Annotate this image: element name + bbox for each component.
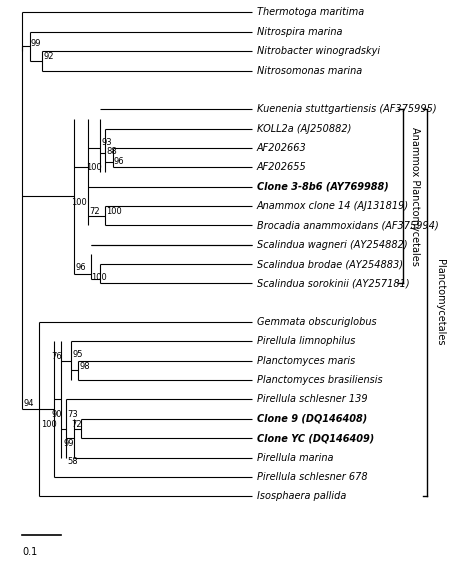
Text: AF202655: AF202655 <box>256 162 306 172</box>
Text: 73: 73 <box>67 411 78 420</box>
Text: 0.1: 0.1 <box>22 546 37 557</box>
Text: 72: 72 <box>71 420 82 429</box>
Text: 88: 88 <box>107 148 117 157</box>
Text: 96: 96 <box>76 263 87 273</box>
Text: Nitrosomonas marina: Nitrosomonas marina <box>256 66 362 76</box>
Text: AF202663: AF202663 <box>256 143 306 153</box>
Text: 100: 100 <box>107 207 122 217</box>
Text: Scalindua brodae (AY254883): Scalindua brodae (AY254883) <box>256 259 402 269</box>
Text: 100: 100 <box>41 420 56 429</box>
Text: Pirellula schlesner 678: Pirellula schlesner 678 <box>256 472 367 482</box>
Text: Kuenenia stuttgartiensis (AF375995): Kuenenia stuttgartiensis (AF375995) <box>256 104 436 114</box>
Text: KOLL2a (AJ250882): KOLL2a (AJ250882) <box>256 123 351 134</box>
Text: 95: 95 <box>73 351 83 360</box>
Text: 92: 92 <box>43 53 54 62</box>
Text: Isosphaera pallida: Isosphaera pallida <box>256 491 346 501</box>
Text: Planctomyces brasiliensis: Planctomyces brasiliensis <box>256 375 382 385</box>
Text: 90: 90 <box>52 411 62 420</box>
Text: 100: 100 <box>91 273 106 282</box>
Text: Pirellula schlesner 139: Pirellula schlesner 139 <box>256 394 367 404</box>
Text: 99: 99 <box>31 39 41 48</box>
Text: 100: 100 <box>71 197 87 206</box>
Text: Planctomycetales: Planctomycetales <box>435 260 445 346</box>
Text: 96: 96 <box>114 157 125 166</box>
Text: Pirellula limnophilus: Pirellula limnophilus <box>256 337 355 347</box>
Text: 58: 58 <box>67 457 78 466</box>
Text: Clone 3-8b6 (AY769988): Clone 3-8b6 (AY769988) <box>256 182 388 192</box>
Text: Anammox clone 14 (AJ131819): Anammox clone 14 (AJ131819) <box>256 201 409 211</box>
Text: Brocadia anammoxidans (AF375994): Brocadia anammoxidans (AF375994) <box>256 220 438 231</box>
Text: 98: 98 <box>80 362 90 371</box>
Text: 93: 93 <box>101 137 112 146</box>
Text: 100: 100 <box>86 163 101 172</box>
Text: Thermotoga maritima: Thermotoga maritima <box>256 7 364 17</box>
Text: Planctomyces maris: Planctomyces maris <box>256 356 355 366</box>
Text: Clone 9 (DQ146408): Clone 9 (DQ146408) <box>256 414 367 424</box>
Text: 94: 94 <box>24 399 34 408</box>
Text: 72: 72 <box>90 207 100 217</box>
Text: Anammox Planctomycetales: Anammox Planctomycetales <box>410 127 420 266</box>
Text: Clone YC (DQ146409): Clone YC (DQ146409) <box>256 433 374 443</box>
Text: Nitrospira marina: Nitrospira marina <box>256 27 342 37</box>
Text: Nitrobacter winogradskyi: Nitrobacter winogradskyi <box>256 46 380 56</box>
Text: Scalindua sorokinii (AY257181): Scalindua sorokinii (AY257181) <box>256 278 409 288</box>
Text: 76: 76 <box>52 352 63 361</box>
Text: Scalindua wagneri (AY254882): Scalindua wagneri (AY254882) <box>256 240 407 250</box>
Text: Gemmata obscuriglobus: Gemmata obscuriglobus <box>256 317 376 327</box>
Text: Pirellula marina: Pirellula marina <box>256 453 333 462</box>
Text: 99: 99 <box>64 439 74 448</box>
